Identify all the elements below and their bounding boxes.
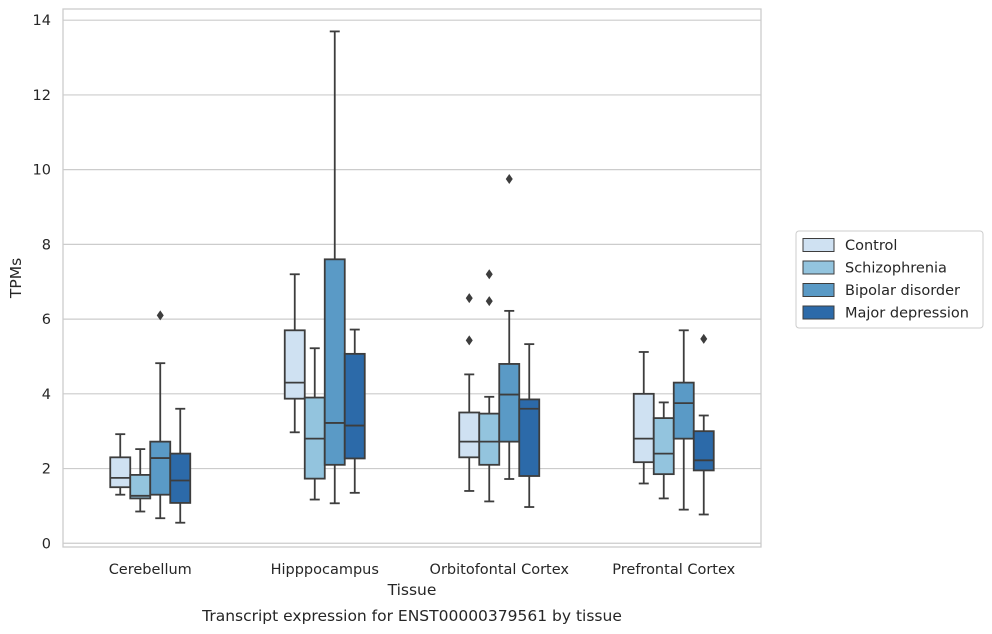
- box-group: [652, 401, 675, 500]
- x-tick-label: Cerebellum: [109, 562, 192, 578]
- legend-label: Control: [845, 238, 897, 254]
- box-group: [303, 347, 326, 501]
- box-iqr: [343, 352, 366, 460]
- chart-caption: Transcript expression for ENST0000037956…: [201, 607, 622, 625]
- box-iqr: [478, 412, 501, 466]
- box-iqr: [518, 398, 541, 477]
- box-iqr: [458, 411, 481, 459]
- box-group: [283, 273, 306, 434]
- outlier-point: [156, 310, 164, 321]
- y-axis-label: TPMs: [7, 258, 25, 299]
- box-iqr: [169, 452, 192, 504]
- outlier-point: [465, 335, 473, 346]
- box-group: [498, 173, 521, 480]
- box-iqr: [149, 440, 172, 496]
- legend-swatch: [802, 238, 835, 252]
- y-tick-label: 4: [42, 387, 51, 403]
- box-iqr: [323, 258, 346, 466]
- box-group: [169, 407, 192, 524]
- x-tick-label: Orbitofontal Cortex: [430, 562, 570, 578]
- x-tick-label: Prefrontal Cortex: [612, 562, 735, 578]
- legend-swatch: [802, 305, 835, 320]
- box-iqr: [672, 381, 695, 440]
- box-group: [149, 310, 172, 520]
- y-tick-label: 8: [42, 237, 51, 253]
- box-iqr: [692, 430, 715, 472]
- box-iqr: [109, 456, 132, 489]
- y-axis-ticks: 0 2 4 6 8 10 12 14: [33, 13, 51, 552]
- box-iqr: [632, 392, 655, 464]
- legend-label: Schizophrenia: [845, 261, 947, 277]
- box-group: [109, 433, 132, 496]
- legend-label: Bipolar disorder: [845, 283, 960, 299]
- y-tick-label: 2: [42, 462, 51, 478]
- box-plot-marks: [109, 30, 715, 524]
- box-group: [478, 269, 501, 503]
- box-iqr: [129, 473, 152, 500]
- box-iqr: [652, 417, 675, 476]
- outlier-point: [700, 333, 708, 344]
- y-tick-label: 6: [42, 312, 51, 328]
- y-tick-label: 10: [33, 163, 51, 179]
- box-group: [692, 333, 715, 516]
- outlier-point: [505, 173, 513, 184]
- box-group: [129, 448, 152, 513]
- x-axis-ticks: Cerebellum Hipppocampus Orbitofontal Corte…: [109, 562, 736, 578]
- outlier-point: [485, 269, 493, 280]
- box-group: [458, 293, 481, 492]
- y-tick-label: 14: [33, 13, 51, 29]
- y-tick-label: 0: [42, 536, 51, 552]
- outlier-point: [465, 293, 473, 304]
- legend-swatch: [802, 283, 835, 297]
- x-axis-label: Tissue: [387, 581, 437, 599]
- box-group: [323, 30, 346, 505]
- legend-frame: [795, 230, 984, 329]
- plot-frame: [62, 8, 762, 548]
- y-tick-label: 12: [33, 88, 51, 104]
- outlier-point: [485, 296, 493, 307]
- box-iqr: [498, 363, 521, 443]
- box-group: [343, 328, 366, 494]
- box-group: [518, 343, 541, 508]
- x-tick-label: Hipppocampus: [271, 562, 379, 578]
- box-group: [632, 351, 655, 485]
- box-group: [672, 329, 695, 511]
- box-iqr: [283, 329, 306, 400]
- legend-swatch: [802, 260, 835, 275]
- legend-label: Major depression: [845, 306, 969, 322]
- legend: Control Schizophrenia Bipolar disorder Majo…: [795, 230, 984, 329]
